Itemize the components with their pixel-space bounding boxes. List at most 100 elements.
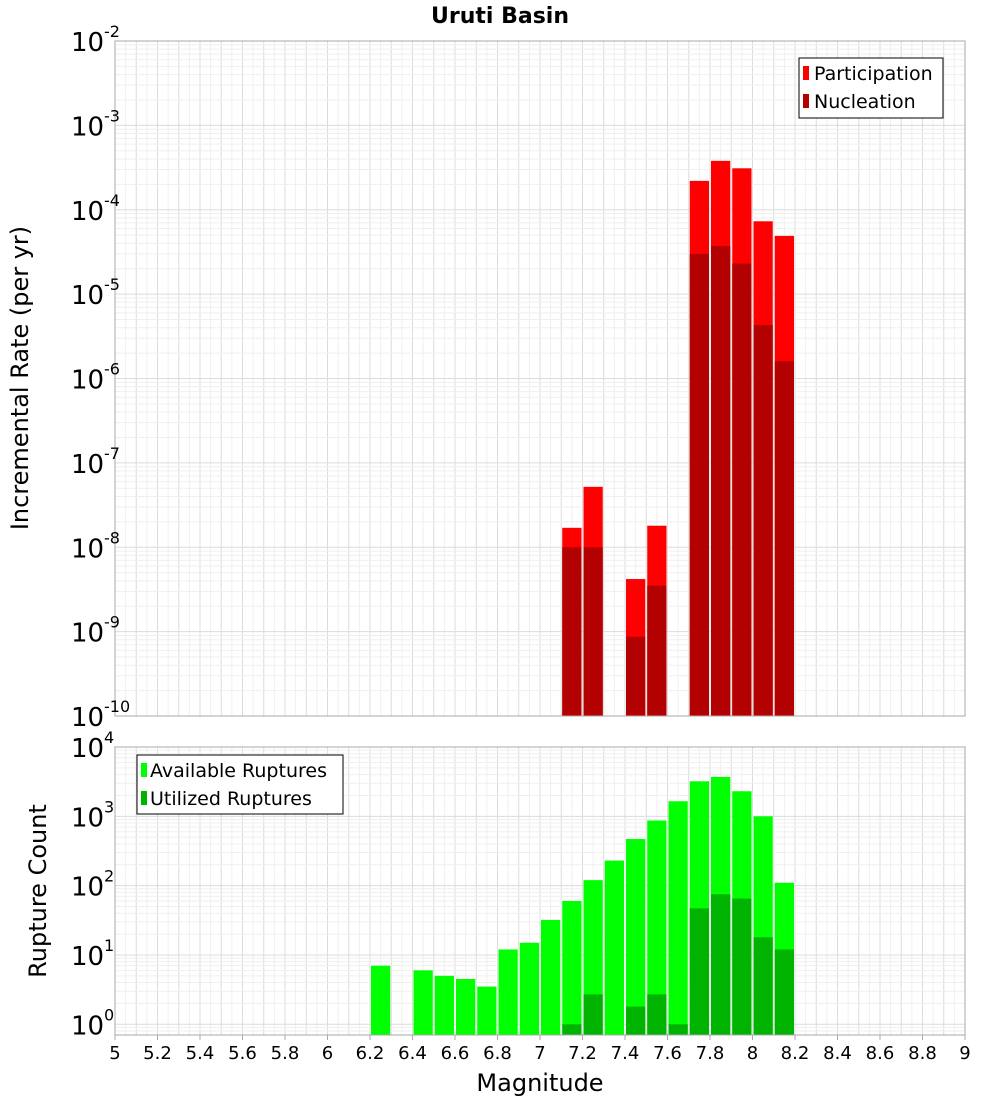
bar-available-ruptures [626, 839, 646, 1035]
y-tick-exponent: 4 [104, 728, 114, 747]
y-tick-label: 10 [71, 534, 104, 564]
x-axis-label: Magnitude [476, 1069, 603, 1097]
bar-available-ruptures [413, 970, 433, 1035]
y-tick-label: 10 [71, 734, 104, 764]
bar-utilized-ruptures [668, 1024, 688, 1035]
bar-nucleation [689, 253, 709, 716]
rate-y-axis-label: Incremental Rate (per yr) [6, 226, 34, 530]
x-tick-label: 8.8 [908, 1043, 937, 1064]
legend-swatch-available [141, 763, 147, 777]
rate-legend: Participation Nucleation [798, 57, 944, 119]
y-tick-label: 10 [71, 803, 104, 833]
rate-bars [562, 160, 794, 717]
bar-utilized-ruptures [583, 994, 603, 1035]
y-tick-exponent: 1 [104, 936, 114, 955]
y-tick-exponent: 2 [104, 867, 114, 886]
bar-nucleation [753, 325, 773, 716]
y-tick-exponent: -3 [104, 106, 120, 125]
x-tick-label: 7 [534, 1043, 545, 1064]
y-tick-label: 10 [71, 281, 104, 311]
legend-label-nucleation: Nucleation [814, 91, 916, 113]
y-tick-exponent: -10 [104, 697, 130, 716]
x-tick-label: 7.8 [696, 1043, 725, 1064]
rate-legend-box [798, 57, 944, 119]
y-tick-label: 10 [71, 112, 104, 142]
y-tick-exponent: -2 [104, 22, 120, 41]
rate-grid [114, 40, 966, 717]
x-tick-label: 6.4 [398, 1043, 427, 1064]
bar-available-ruptures [371, 965, 391, 1035]
y-tick-exponent: -5 [104, 275, 120, 294]
chart-title: Uruti Basin [431, 4, 569, 29]
bar-available-ruptures [604, 860, 624, 1035]
y-tick-label: 10 [71, 1011, 104, 1041]
bar-available-ruptures [541, 919, 561, 1035]
bar-nucleation [562, 547, 582, 716]
legend-swatch-utilized [141, 791, 147, 805]
bar-available-ruptures [434, 975, 454, 1035]
x-tick-label: 6.6 [441, 1043, 470, 1064]
y-tick-label: 10 [71, 703, 104, 733]
bar-nucleation [711, 246, 731, 716]
legend-label-participation: Participation [814, 63, 933, 85]
y-tick-exponent: 3 [104, 797, 114, 816]
count-legend: Available Ruptures Utilized Ruptures [136, 754, 344, 815]
bar-nucleation [626, 636, 646, 716]
bar-available-ruptures [647, 820, 667, 1035]
y-tick-exponent: 0 [104, 1005, 114, 1024]
y-tick-label: 10 [71, 873, 104, 903]
x-tick-label: 8.6 [866, 1043, 895, 1064]
x-tick-label: 7.2 [568, 1043, 597, 1064]
count-bars [371, 776, 794, 1035]
x-tick-label: 8.2 [781, 1043, 810, 1064]
bar-utilized-ruptures [647, 994, 667, 1035]
count-legend-box [136, 754, 344, 815]
x-tick-label: 7.4 [611, 1043, 640, 1064]
legend-swatch-participation [803, 66, 809, 80]
bar-utilized-ruptures [774, 949, 794, 1035]
bar-utilized-ruptures [626, 1006, 646, 1035]
y-tick-exponent: -9 [104, 613, 120, 632]
bar-available-ruptures [456, 978, 476, 1035]
y-tick-label: 10 [71, 197, 104, 227]
x-tick-label: 5.8 [271, 1043, 300, 1064]
bar-available-ruptures [562, 901, 582, 1035]
y-tick-label: 10 [71, 450, 104, 480]
bar-nucleation [583, 547, 603, 716]
y-tick-exponent: -8 [104, 528, 120, 547]
x-tick-label: 6.8 [483, 1043, 512, 1064]
x-tick-label: 5.2 [143, 1043, 172, 1064]
y-tick-label: 10 [71, 28, 104, 58]
x-tick-label: 5.4 [186, 1043, 215, 1064]
bar-available-ruptures [668, 801, 688, 1035]
x-tick-label: 6 [322, 1043, 333, 1064]
bar-utilized-ruptures [562, 1024, 582, 1035]
bar-available-ruptures [519, 942, 539, 1035]
bar-nucleation [774, 361, 794, 716]
x-tick-label: 8.4 [823, 1043, 852, 1064]
x-tick-label: 6.2 [356, 1043, 385, 1064]
bar-utilized-ruptures [689, 908, 709, 1035]
bar-utilized-ruptures [753, 937, 773, 1035]
y-tick-exponent: -7 [104, 444, 120, 463]
y-tick-exponent: -4 [104, 191, 120, 210]
x-tick-label: 8 [747, 1043, 758, 1064]
count-x-ticks: 5 5.2 5.4 5.6 5.8 6 6.2 6.4 6.6 6.8 7 7.2 7.4 7.6 7.8 8… [109, 1035, 971, 1064]
bar-nucleation [647, 585, 667, 716]
y-tick-label: 10 [71, 366, 104, 396]
legend-label-utilized-ruptures: Utilized Ruptures [150, 788, 312, 810]
x-tick-label: 7.6 [653, 1043, 682, 1064]
y-tick-label: 10 [71, 619, 104, 649]
legend-label-available-ruptures: Available Ruptures [150, 760, 327, 782]
bar-utilized-ruptures [711, 894, 731, 1035]
x-tick-label: 5.6 [228, 1043, 257, 1064]
legend-swatch-nucleation [803, 94, 809, 108]
bar-utilized-ruptures [732, 898, 752, 1035]
x-tick-label: 5 [109, 1043, 120, 1064]
bar-available-ruptures [498, 949, 518, 1035]
